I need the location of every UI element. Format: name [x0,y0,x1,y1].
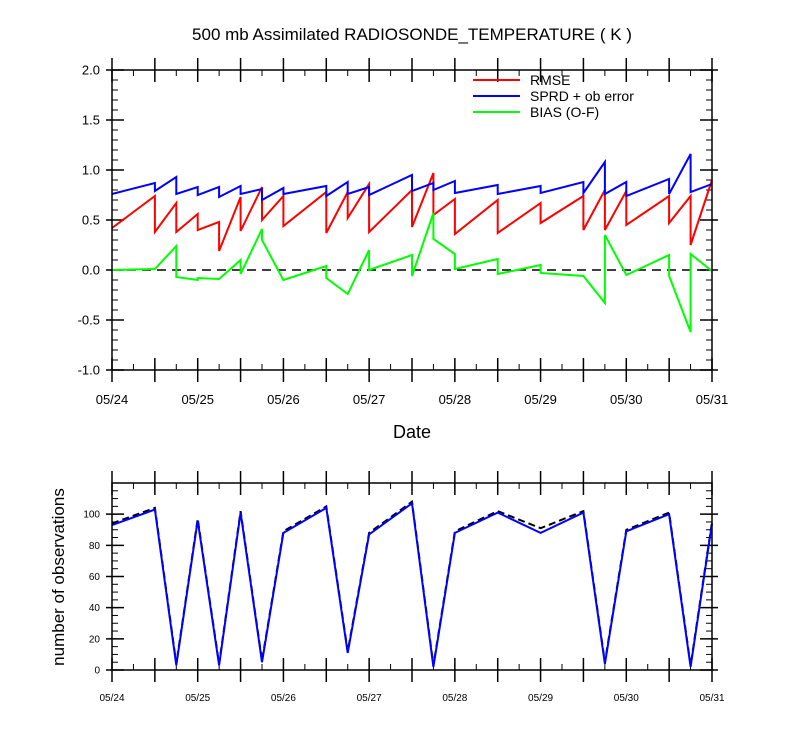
plot-frame [111,69,713,371]
series-line-1 [111,501,713,668]
legend-label-rmse: RMSE [530,72,570,88]
y-tick-label: 60 [89,572,101,583]
y-tick-label: 40 [89,603,101,614]
x-tick-label: 05/30 [610,392,643,407]
x-tick-label: 05/25 [181,392,214,407]
x-tick-label: 05/28 [439,392,472,407]
x-tick-label: 05/29 [528,693,553,704]
x-tick-label: 05/28 [442,693,467,704]
y-tick-label: 0 [94,666,100,677]
y-tick-label: 0.0 [82,263,100,278]
y-tick-label: 1.5 [82,113,100,128]
y-tick-label: 100 [83,510,100,521]
bottom-plot-area: 05/24 05/25 05/26 05/27 05/28 05/29 05/30 05/31… [83,471,725,704]
x-tick-label: 05/27 [357,693,382,704]
x-tick-label: 05/27 [353,392,386,407]
y-tick-label: -0.5 [78,313,100,328]
x-tick-label: 05/24 [99,693,124,704]
legend-label-sprd-ob-error: SPRD + ob error [530,88,634,104]
series-line-0 [111,499,713,666]
y-tick-label: 1.0 [82,163,100,178]
chart-title: 500 mb Assimilated RADIOSONDE_TEMPERATUR… [192,25,632,44]
y-tick-label: 20 [89,634,101,645]
series-line-sprd-ob-error [111,153,713,202]
x-tick-label: 05/31 [696,392,729,407]
bottom-y-axis-label: number of observations [49,488,68,666]
legend-label-bias-o-f: BIAS (O-F) [530,104,599,120]
x-tick-label: 05/25 [185,693,210,704]
x-tick-label: 05/30 [614,693,639,704]
x-tick-label: 05/26 [271,693,296,704]
y-tick-label: 80 [89,541,101,552]
x-tick-label: 05/29 [524,392,557,407]
top-x-axis-label: Date [393,422,431,442]
plot-frame [111,482,713,671]
series-line-rmse [111,172,713,252]
y-tick-label: 2.0 [82,63,100,78]
top-plot-area: 05/24 05/25 05/26 05/27 05/28 05/29 05/30 05/31… [78,58,729,407]
x-tick-label: 05/31 [699,693,724,704]
series-line-bias-o-f [111,212,713,333]
x-tick-label: 05/26 [267,392,300,407]
y-tick-label: -1.0 [78,363,100,378]
y-tick-label: 0.5 [82,213,100,228]
x-tick-label: 05/24 [96,392,129,407]
